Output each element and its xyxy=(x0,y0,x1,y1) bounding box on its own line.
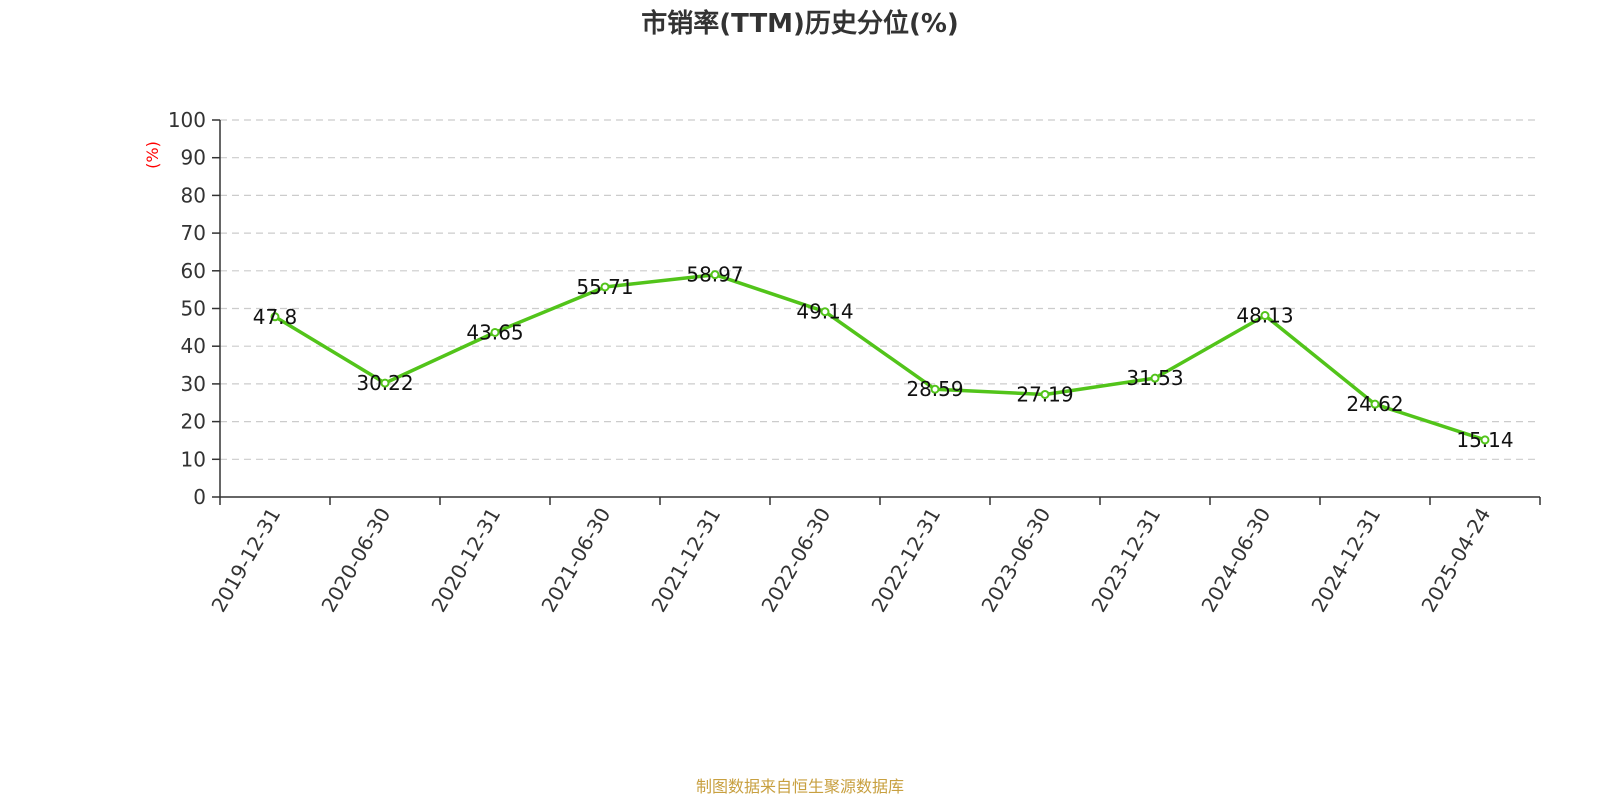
source-note: 制图数据来自恒生聚源数据库 xyxy=(696,777,904,796)
y-tick-label: 90 xyxy=(181,146,206,170)
x-tick-label: 2020-06-30 xyxy=(316,504,395,617)
x-tick-label: 2022-06-30 xyxy=(756,504,835,617)
data-label: 28.59 xyxy=(906,377,963,401)
y-axis-label: (%) xyxy=(143,141,162,169)
y-axis-ticks: 0 10 20 30 40 50 60 70 80 90 100 xyxy=(168,108,206,509)
series xyxy=(270,270,1490,445)
data-point xyxy=(1260,311,1270,321)
y-tick-label: 20 xyxy=(181,410,206,434)
x-tick-label: 2024-12-31 xyxy=(1306,504,1385,617)
data-label: 27.19 xyxy=(1016,382,1073,406)
y-tick-label: 50 xyxy=(181,297,206,321)
data-point xyxy=(710,270,720,280)
data-label: 30.22 xyxy=(356,371,413,395)
data-point xyxy=(380,378,390,388)
data-point xyxy=(1480,435,1490,445)
data-label: 31.53 xyxy=(1126,366,1183,390)
data-point xyxy=(490,327,500,337)
series-line xyxy=(274,272,1486,442)
data-label: 48.13 xyxy=(1236,304,1293,328)
y-tick-label: 70 xyxy=(181,221,206,245)
y-tick-label: 40 xyxy=(181,334,206,358)
data-label: 49.14 xyxy=(796,300,853,324)
x-tick-label: 2022-12-31 xyxy=(866,504,945,617)
y-tick-label: 100 xyxy=(168,108,206,132)
chart-title: 市销率(TTM)历史分位(%) xyxy=(641,8,959,39)
data-label: 15.14 xyxy=(1456,428,1513,452)
data-point xyxy=(1150,373,1160,383)
data-point xyxy=(820,307,830,317)
x-tick-label: 2023-06-30 xyxy=(976,504,1055,617)
y-tick-label: 60 xyxy=(181,259,206,283)
data-label: 58.97 xyxy=(686,263,743,287)
data-labels: 47.8 30.22 43.65 55.71 58.97 49.14 28.59 27.19 3… xyxy=(253,263,1514,452)
y-tick-label: 0 xyxy=(193,485,206,509)
data-label: 24.62 xyxy=(1346,392,1403,416)
x-tick-label: 2021-12-31 xyxy=(646,504,725,617)
x-tick-label: 2024-06-30 xyxy=(1196,504,1275,617)
y-tick-label: 10 xyxy=(181,447,206,471)
data-label: 55.71 xyxy=(576,275,633,299)
data-point xyxy=(270,312,280,322)
data-point xyxy=(930,384,940,394)
grid-lines xyxy=(220,119,1540,460)
data-label: 47.8 xyxy=(253,305,298,329)
x-tick-label: 2021-06-30 xyxy=(536,504,615,617)
data-point xyxy=(1040,389,1050,399)
x-tick-label: 2023-12-31 xyxy=(1086,504,1165,617)
data-point xyxy=(1370,399,1380,409)
x-tick-label: 2019-12-31 xyxy=(206,504,285,617)
x-tick-label: 2025-04-24 xyxy=(1416,504,1495,617)
data-label: 43.65 xyxy=(466,320,523,344)
x-tick-label: 2020-12-31 xyxy=(426,504,505,617)
axes xyxy=(212,119,1541,505)
y-tick-label: 80 xyxy=(181,183,206,207)
y-tick-label: 30 xyxy=(181,372,206,396)
x-axis-ticks: 2019-12-31 2020-06-30 2020-12-31 2021-06-30… xyxy=(206,504,1495,617)
data-point xyxy=(600,282,610,292)
